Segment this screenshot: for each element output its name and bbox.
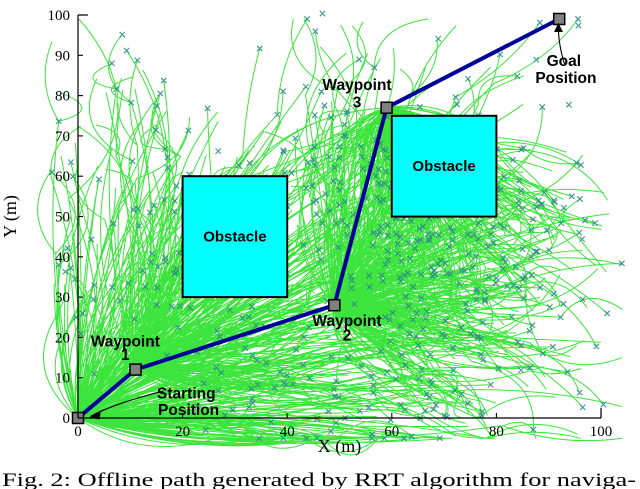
svg-text:60: 60 [384,424,399,440]
svg-text:0: 0 [63,411,71,427]
svg-text:2: 2 [343,328,352,345]
svg-text:40: 40 [55,250,70,266]
svg-text:Waypoint: Waypoint [322,77,391,94]
svg-text:20: 20 [175,424,190,440]
svg-text:Position: Position [158,402,219,419]
svg-text:40: 40 [280,424,295,440]
svg-text:20: 20 [55,330,70,346]
svg-text:80: 80 [489,424,504,440]
svg-text:50: 50 [55,210,70,226]
svg-text:30: 30 [55,290,70,306]
svg-text:3: 3 [353,95,362,112]
svg-text:80: 80 [55,89,70,105]
svg-text:Fig. 2: Offline path generated: Fig. 2: Offline path generated by RRT al… [2,470,636,489]
svg-text:1: 1 [121,347,130,364]
svg-text:90: 90 [55,48,70,64]
svg-text:Obstacle: Obstacle [412,158,475,175]
svg-text:Obstacle: Obstacle [203,229,266,246]
svg-text:60: 60 [55,169,70,185]
svg-text:70: 70 [55,129,70,145]
svg-text:0: 0 [74,424,82,440]
svg-text:X (m): X (m) [318,436,362,457]
svg-text:100: 100 [590,424,613,440]
svg-text:Y (m): Y (m) [0,195,21,238]
svg-text:Position: Position [535,70,596,87]
svg-text:100: 100 [48,8,71,24]
svg-text:10: 10 [55,371,70,387]
svg-text:Starting: Starting [157,385,216,402]
